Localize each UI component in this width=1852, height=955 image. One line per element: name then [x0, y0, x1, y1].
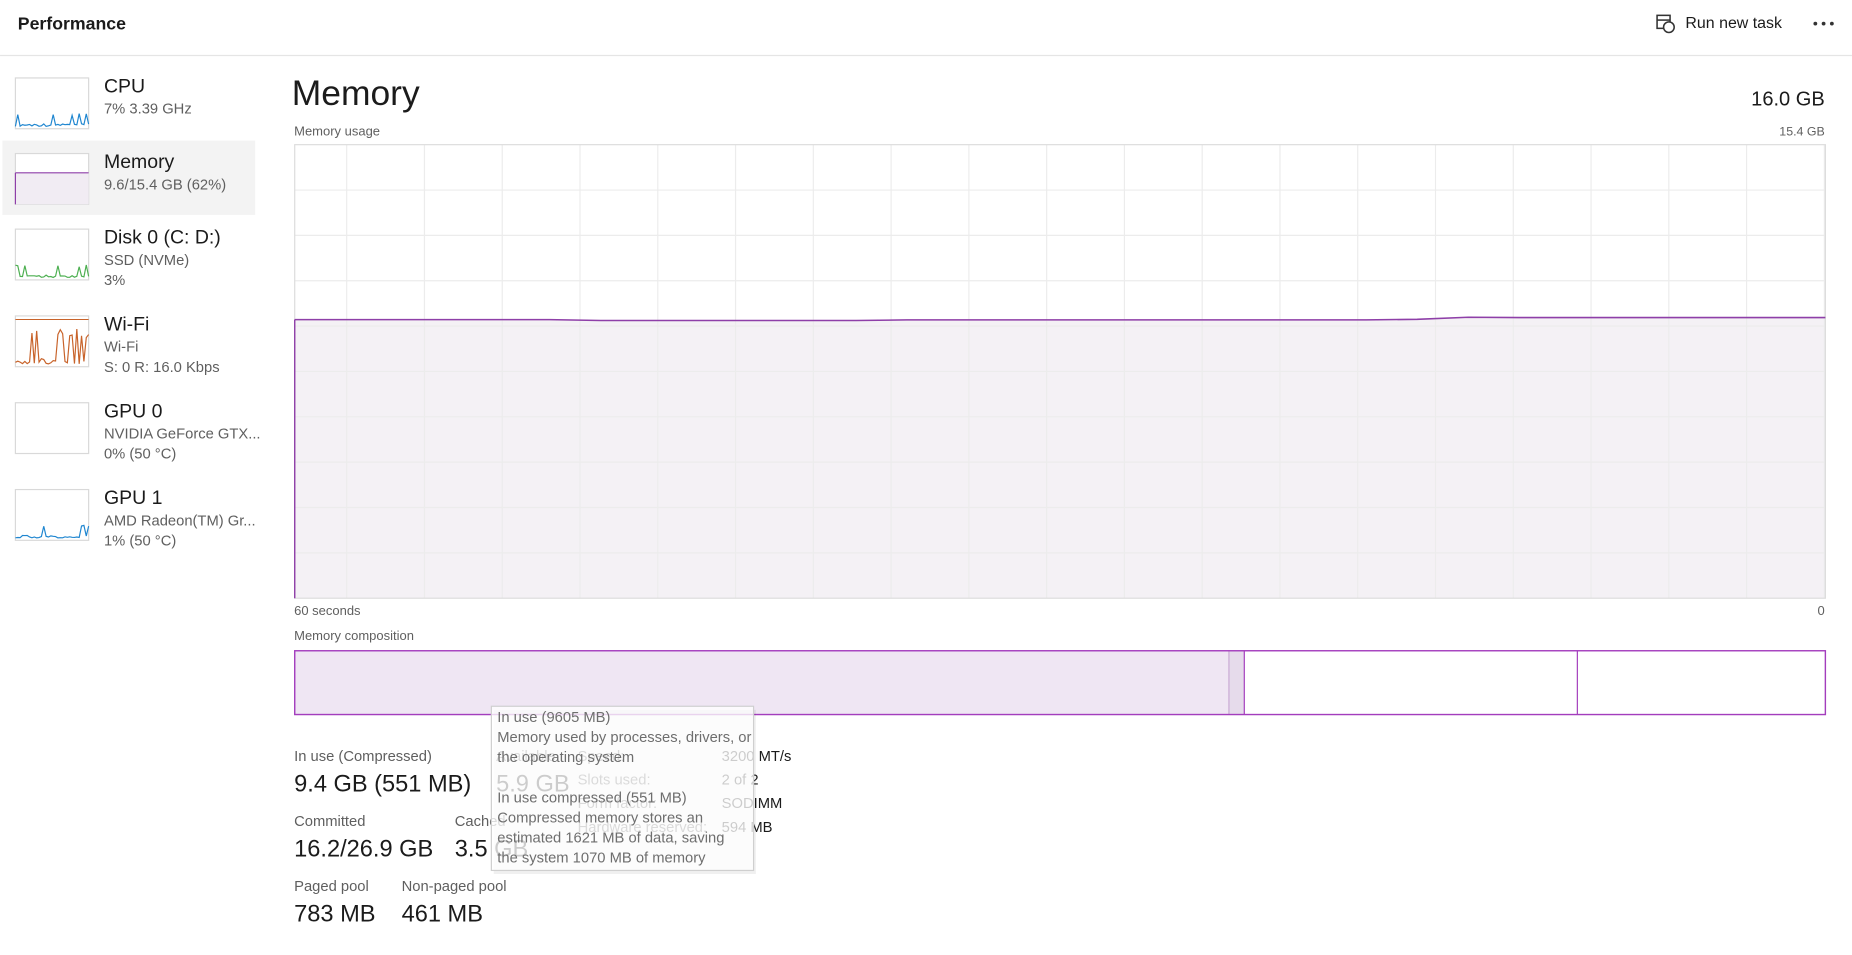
page-title: Performance [18, 13, 126, 33]
composition-frame [294, 650, 1827, 716]
in-use-segment[interactable] [294, 650, 1229, 715]
run-new-task: Run new task [1685, 15, 1782, 32]
sidebar-item[interactable]: GPU 0 NVIDIA GeForce GTX... 0% (50 °C) [14, 400, 261, 463]
tooltip-line: estimated 1621 MB of data, saving [497, 830, 724, 846]
tooltip-line: Compressed memory stores an [497, 810, 703, 826]
stat-label: Paged pool [294, 879, 369, 895]
usage-area [294, 317, 1826, 599]
sidebar-item[interactable]: CPU 7% 3.39 GHz [14, 76, 192, 130]
stat-label: Non-paged pool [402, 879, 507, 895]
sidebar-item[interactable]: Wi-Fi Wi-Fi S: 0 R: 16.0 Kbps [14, 314, 220, 376]
dot [1821, 21, 1826, 26]
item-detail: AMD Radeon(TM) Gr... [104, 513, 256, 529]
tooltip-box [490, 705, 755, 872]
stat-label: Committed [294, 814, 365, 830]
thumbnail [14, 402, 90, 455]
dot [1829, 21, 1834, 26]
item-detail: 1% (50 °C) [104, 533, 176, 549]
sidebar: CPU 7% 3.39 GHz Memory 9.6/15.4 GB (62%) Dis… [2, 76, 261, 549]
x-end-label: 0 [1818, 603, 1825, 618]
chart-label: Memory usage [294, 124, 380, 139]
chart-max: 15.4 GB [1779, 125, 1824, 139]
stat-label: In use (Compressed) [294, 749, 432, 765]
sidebar-item[interactable]: GPU 1 AMD Radeon(TM) Gr... 1% (50 °C) [14, 487, 256, 549]
total-memory: 16.0 GB [1751, 89, 1825, 111]
thumbnail-graph [15, 524, 90, 539]
item-detail: NVIDIA GeForce GTX... [104, 427, 261, 443]
item-name: Wi-Fi [104, 314, 149, 336]
modified-segment[interactable] [1228, 650, 1245, 715]
more-button[interactable] [1813, 21, 1834, 26]
composition-label: Memory composition [294, 628, 414, 643]
usage-chart [294, 144, 1826, 599]
stat-value: 783 MB [294, 902, 375, 928]
item-detail: S: 0 R: 16.0 Kbps [104, 360, 220, 376]
stat-value: 461 MB [402, 902, 483, 928]
run-new-task-button[interactable]: Run new task [1656, 14, 1782, 34]
sidebar-item[interactable]: Memory 9.6/15.4 GB (62%) [2, 140, 256, 215]
item-name: CPU [104, 76, 145, 98]
tooltip-line: In use compressed (551 MB) [497, 790, 686, 806]
item-detail: SSD (NVMe) [104, 253, 189, 269]
dot [1813, 21, 1818, 26]
sidebar-item[interactable]: Disk 0 (C: D:) SSD (NVMe) 3% [14, 227, 221, 289]
tooltip-line: In use (9605 MB) [497, 710, 610, 726]
tooltip: In use (9605 MB) Memory used by processes… [490, 705, 756, 874]
item-detail: 0% (50 °C) [104, 447, 176, 463]
item-name: GPU 1 [104, 487, 162, 509]
item-detail: 3% [104, 273, 125, 289]
usage-line [294, 316, 1826, 322]
run-icon-plus [1662, 21, 1675, 34]
item-name: Disk 0 (C: D:) [104, 227, 221, 249]
x-start-label: 60 seconds [294, 603, 361, 618]
thumbnail-graph [14, 113, 90, 128]
thumbnail-graph [15, 328, 90, 365]
section-title: Memory [292, 73, 420, 113]
thumbnail [14, 228, 90, 281]
stat-value: 16.2/26.9 GB [294, 837, 433, 863]
item-detail: 7% 3.39 GHz [104, 102, 192, 118]
stat-value: 9.4 GB (551 MB) [294, 772, 471, 798]
tooltip-line: the system 1070 MB of memory [497, 851, 706, 867]
composition-bar [294, 650, 1827, 716]
tooltip-line: the operating system [497, 750, 634, 766]
item-detail: 9.6/15.4 GB (62%) [104, 177, 226, 193]
item-name: Memory [104, 151, 175, 173]
item-name: GPU 0 [104, 400, 163, 422]
item-detail: Wi-Fi [104, 340, 138, 356]
thumbnail-fill [15, 172, 89, 205]
tooltip-line: Memory used by processes, drivers, or [497, 730, 751, 746]
thumbnail [14, 488, 90, 541]
thumbnail-graph [15, 264, 90, 279]
